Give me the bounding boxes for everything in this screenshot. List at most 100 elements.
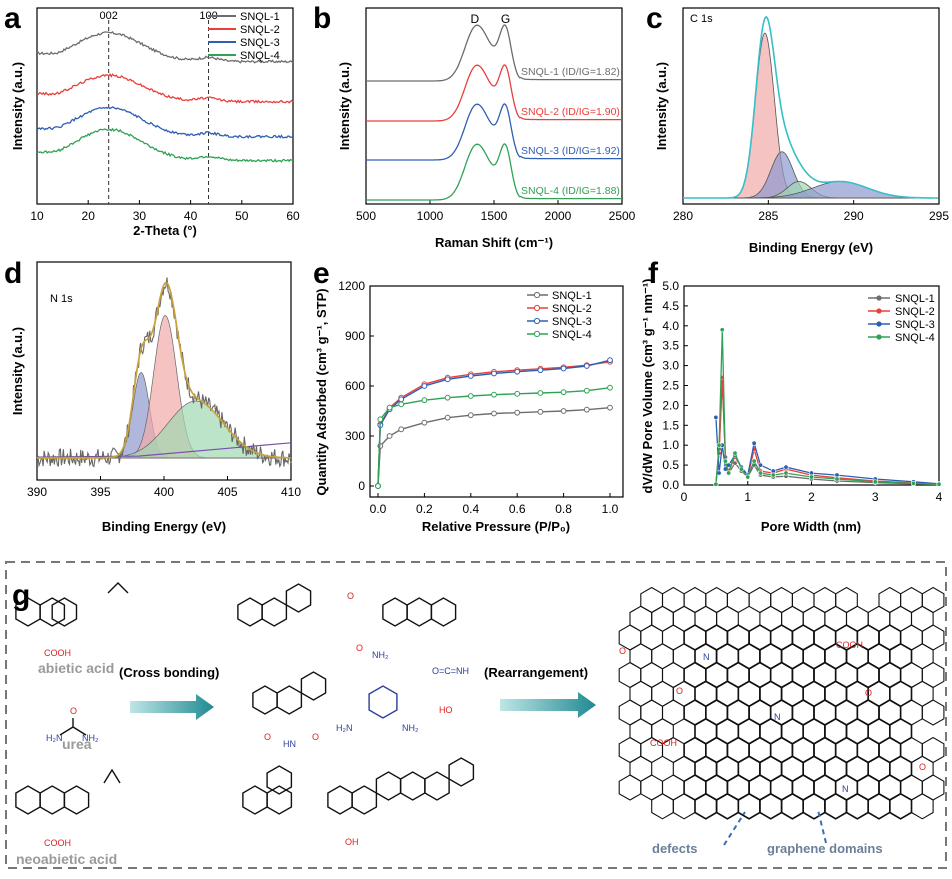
panel-b-xtick-label: 1500 xyxy=(481,209,508,223)
panel-b-band-label: G xyxy=(501,12,510,26)
panel-e-point xyxy=(560,365,567,372)
urea-bonds xyxy=(59,718,87,736)
graphene-domain-hexagon xyxy=(824,792,848,820)
defect-region-hexagon xyxy=(651,643,674,670)
panel-e-legend-label: SNQL-1 xyxy=(552,290,592,302)
panel-f-legend-marker xyxy=(876,308,882,314)
condensed-ring xyxy=(327,785,353,815)
panel-e-point xyxy=(514,409,521,416)
panel-e-point xyxy=(514,390,521,397)
panel-f-legend-marker xyxy=(876,321,882,327)
amide-ring xyxy=(266,765,293,795)
panel-e-ytick-label: 900 xyxy=(345,329,365,343)
panel-d-letter: d xyxy=(4,257,22,290)
cooh-group: COOH xyxy=(44,838,71,848)
graphene-domain-hexagon xyxy=(694,792,718,820)
panel-e-xlabel: Relative Pressure (P/P₀) xyxy=(422,519,570,534)
label-defects: defects xyxy=(652,841,698,856)
panel-b-xlabel: Raman Shift (cm⁻¹) xyxy=(435,235,553,250)
panel-f-point xyxy=(713,414,719,420)
defect-region-hexagon xyxy=(629,755,653,782)
network-cooh: COOH xyxy=(836,640,863,650)
melamine-ring xyxy=(368,685,398,719)
panel-f-point xyxy=(713,481,719,487)
panel-e-point xyxy=(583,387,590,394)
panel-e-point xyxy=(444,394,451,401)
isopropyl-bond xyxy=(103,768,121,784)
network-o: O xyxy=(865,688,872,698)
panel-a-letter: a xyxy=(4,2,21,35)
panel-d-xlabel: Binding Energy (eV) xyxy=(102,519,226,534)
label-urea: urea xyxy=(62,736,92,752)
panel-f-point xyxy=(722,458,728,464)
graphene-domain-hexagon xyxy=(889,792,913,820)
panel-f-ytick-label: 0.0 xyxy=(662,478,679,492)
condensed-ring xyxy=(351,785,378,815)
panel-c-component xyxy=(683,181,939,199)
panel-f-point xyxy=(783,470,789,476)
panel-d-xtick-label: 395 xyxy=(90,485,110,499)
panel-f-point xyxy=(872,479,878,485)
panel-e-point xyxy=(491,391,497,398)
panel-c: c C 1s 280 285 290 295 Binding Energy (eV) … xyxy=(646,2,949,255)
dimer-ring xyxy=(237,597,263,627)
panel-e-point xyxy=(607,357,613,364)
panel-e-point xyxy=(398,401,405,408)
panel-e-letter: e xyxy=(313,257,330,290)
panel-e-point xyxy=(583,406,590,413)
panel-b-series-SNQL-3 xyxy=(366,103,622,161)
panel-e-ytick-label: 0 xyxy=(358,479,365,493)
panel-e-point xyxy=(444,376,451,383)
neoabietic-ring xyxy=(15,785,41,815)
panel-c-xtick-label: 290 xyxy=(844,209,864,223)
panel-b-series-SNQL-1 xyxy=(366,24,622,82)
panel-e-series-SNQL-2 xyxy=(377,361,611,487)
defect-region-hexagon xyxy=(629,605,653,632)
panel-e-point xyxy=(537,367,544,374)
panel-d-raw-signal xyxy=(36,277,292,468)
panel-e-point xyxy=(386,433,393,439)
graphene-domain-hexagon xyxy=(802,792,826,820)
panel-e-xtick-label: 0.8 xyxy=(555,502,572,516)
precursor-molecules xyxy=(15,582,129,815)
panel-d-xtick-label: 410 xyxy=(281,485,301,499)
panel-b-xtick-label: 2500 xyxy=(609,209,636,223)
network-n: N xyxy=(703,652,710,662)
panel-e-point xyxy=(421,383,428,389)
panel-f-ytick-label: 5.0 xyxy=(662,279,679,293)
panel-b-series-SNQL-4 xyxy=(366,143,622,201)
panel-f-legend-marker xyxy=(876,334,882,340)
graphene-domain-hexagon xyxy=(845,792,869,820)
amide-oxygen: O xyxy=(264,732,271,742)
panel-g-letter: g xyxy=(12,579,30,612)
panel-f-ytick-label: 1.5 xyxy=(662,418,679,432)
panel-e-ytick-label: 300 xyxy=(345,429,365,443)
panel-e-point xyxy=(491,410,497,417)
arrow-rearrangement xyxy=(500,692,596,718)
isopropyl-bond xyxy=(107,582,129,594)
panel-e-point xyxy=(467,393,474,399)
panel-e-point xyxy=(467,412,474,419)
panel-c-frame xyxy=(682,7,940,205)
panel-a-xtick-label: 40 xyxy=(184,209,198,223)
panel-f-ylabel: dV/dW Pore Volume (cm³ g⁻¹ nm⁻¹) xyxy=(640,279,655,494)
panel-e-point xyxy=(398,426,405,433)
dimer-ring xyxy=(430,597,457,627)
panel-f-point xyxy=(745,474,751,480)
dimer-ring xyxy=(406,597,433,627)
panel-c-xtick-label: 285 xyxy=(758,209,778,223)
panel-f-point xyxy=(936,481,942,487)
urea-nh2: NH₂ xyxy=(82,733,99,743)
panel-e-series-SNQL-3 xyxy=(377,359,611,487)
panel-f-xtick-label: 3 xyxy=(872,490,879,504)
defects-pointer xyxy=(723,811,746,846)
condensed-ring xyxy=(424,771,450,801)
panel-b-band-label: D xyxy=(470,12,479,26)
panel-f-ytick-label: 1.0 xyxy=(662,438,679,452)
arrow-cross-bonding xyxy=(130,694,214,720)
graphene-domain-hexagon xyxy=(780,792,804,820)
panel-e-point xyxy=(537,408,544,415)
panel-a-legend-label: SNQL-2 xyxy=(240,24,280,36)
panel-f-xlabel: Pore Width (nm) xyxy=(761,519,861,534)
